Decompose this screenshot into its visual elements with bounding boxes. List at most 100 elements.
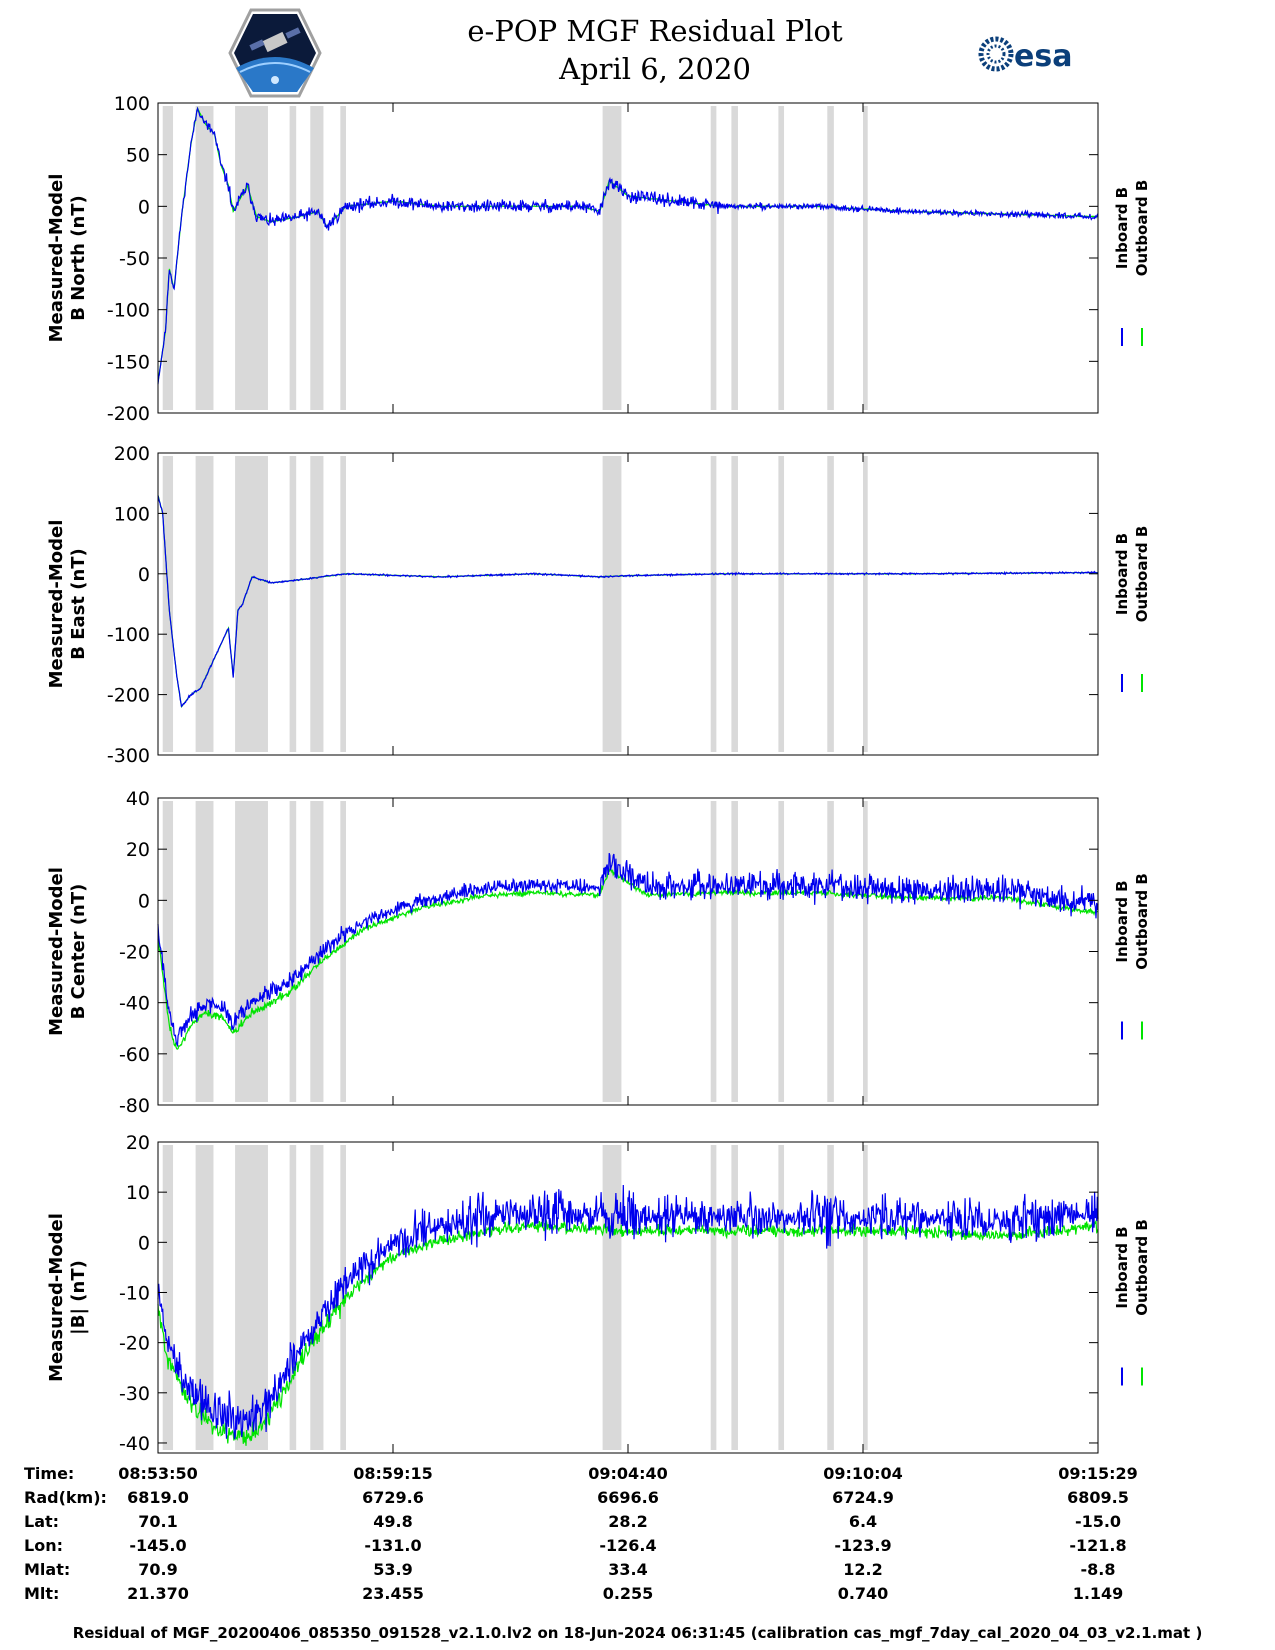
- panel-magnitude: 20 10 0 -10 -20 -30 -40 Measured-Model|B| (nT) I…: [46, 1132, 1151, 1455]
- info-value: 28.2: [608, 1512, 647, 1531]
- info-value: 6809.5: [1067, 1488, 1129, 1507]
- shaded-interval: [289, 106, 297, 410]
- y-tick-label: 10: [126, 1182, 150, 1204]
- shaded-interval: [289, 801, 297, 1102]
- shaded-interval: [710, 1145, 717, 1450]
- series-line-inboard: [157, 853, 1099, 1048]
- shaded-interval: [195, 801, 214, 1102]
- y-tick-label: 50: [126, 145, 150, 167]
- shaded-interval: [827, 106, 834, 410]
- legend-label-inboard: Inboard B: [1113, 187, 1131, 269]
- shaded-interval: [863, 106, 868, 410]
- y-tick-label: 40: [126, 788, 150, 810]
- info-value: 70.1: [138, 1512, 177, 1531]
- y-axis-label-line: B East (nT): [68, 548, 89, 660]
- info-value: -123.9: [834, 1536, 891, 1555]
- shaded-interval: [195, 106, 214, 410]
- info-value: 6729.6: [362, 1488, 424, 1507]
- shaded-interval: [235, 801, 268, 1102]
- y-tick-label: 0: [138, 890, 150, 912]
- info-value: 12.2: [843, 1560, 882, 1579]
- y-tick-label: 20: [126, 1132, 150, 1154]
- shaded-interval: [310, 106, 324, 410]
- shaded-interval: [340, 801, 346, 1102]
- shaded-interval: [863, 801, 868, 1102]
- info-value: 21.370: [127, 1584, 189, 1603]
- plot-area: [158, 798, 1098, 1105]
- shaded-interval: [731, 1145, 738, 1450]
- y-axis-label-line: Measured-Model: [46, 1213, 67, 1382]
- esa-logo-text: esa: [1014, 39, 1072, 74]
- shaded-interval: [710, 456, 717, 752]
- shaded-interval: [602, 1145, 622, 1450]
- y-tick-label: 100: [114, 503, 150, 525]
- shaded-interval: [235, 1145, 268, 1450]
- shaded-interval: [310, 1145, 324, 1450]
- shaded-interval: [827, 801, 834, 1102]
- y-tick-label: 0: [138, 1232, 150, 1254]
- y-tick-label: -150: [107, 351, 150, 373]
- shaded-interval: [778, 106, 785, 410]
- y-tick-label: 0: [138, 196, 150, 218]
- shaded-interval: [778, 1145, 785, 1450]
- info-value: 49.8: [373, 1512, 412, 1531]
- cassiope-logo-icon: [228, 8, 322, 98]
- legend-label-inboard: Inboard B: [1113, 1226, 1131, 1308]
- y-tick-label: -20: [119, 942, 150, 964]
- y-tick-label: 20: [126, 839, 150, 861]
- info-value: 53.9: [373, 1560, 412, 1579]
- shaded-interval: [778, 456, 785, 752]
- shaded-interval: [162, 106, 174, 410]
- shaded-interval: [710, 106, 717, 410]
- legend: Inboard B Outboard B: [1113, 1219, 1151, 1386]
- shaded-interval: [310, 801, 324, 1102]
- shaded-interval: [340, 106, 346, 410]
- y-tick-label: 0: [138, 564, 150, 586]
- y-axis-label-line: |B| (nT): [68, 1260, 89, 1335]
- y-tick-label: -10: [119, 1282, 150, 1304]
- info-value: 6696.6: [597, 1488, 659, 1507]
- plot-area: [158, 1142, 1098, 1453]
- info-value: -15.0: [1075, 1512, 1121, 1531]
- y-tick-label: -300: [107, 745, 150, 767]
- panel-east: 200 100 0 -100 -200 -300 Measured-ModelB East …: [46, 443, 1151, 767]
- y-tick-label: -20: [119, 1333, 150, 1355]
- info-row-label: Rad(km):: [24, 1488, 107, 1507]
- info-value: -126.4: [599, 1536, 656, 1555]
- shaded-interval: [863, 456, 868, 752]
- y-tick-label: 100: [114, 93, 150, 115]
- info-row-label: Lat:: [24, 1512, 59, 1531]
- info-value: -121.8: [1069, 1536, 1126, 1555]
- esa-logo-icon: esa: [978, 36, 1072, 74]
- legend: Inboard B Outboard B: [1113, 180, 1151, 346]
- info-value: 0.255: [603, 1584, 654, 1603]
- shaded-interval: [731, 801, 738, 1102]
- legend-label-inboard: Inboard B: [1113, 533, 1131, 615]
- info-row-label: Lon:: [24, 1536, 63, 1555]
- shaded-interval: [827, 1145, 834, 1450]
- info-row-label: Mlt:: [24, 1584, 59, 1603]
- panel-north: 100 50 0 -50 -100 -150 -200 Measured-ModelB Nor…: [46, 93, 1151, 425]
- y-axis-label: Measured-ModelB East (nT): [46, 520, 89, 689]
- panel-center: 40 20 0 -20 -40 -60 -80 Measured-ModelB Center …: [46, 788, 1151, 1117]
- shaded-interval: [731, 106, 738, 410]
- info-value: -145.0: [129, 1536, 186, 1555]
- shaded-interval: [235, 106, 268, 410]
- shaded-interval: [863, 1145, 868, 1450]
- legend-label-outboard: Outboard B: [1133, 873, 1151, 970]
- info-value: 09:04:40: [588, 1464, 668, 1483]
- y-axis-label: Measured-ModelB Center (nT): [46, 867, 89, 1036]
- shaded-interval: [602, 106, 622, 410]
- info-value: 1.149: [1073, 1584, 1124, 1603]
- series-line-outboard: [157, 1219, 1099, 1446]
- plot-area: [158, 103, 1098, 413]
- y-tick-label: -40: [119, 993, 150, 1015]
- y-tick-label: -100: [107, 624, 150, 646]
- y-tick-label: -50: [119, 248, 150, 270]
- series-line-inboard: [157, 1184, 1099, 1440]
- y-axis-label-line: Measured-Model: [46, 520, 67, 689]
- info-value: 33.4: [608, 1560, 647, 1579]
- shaded-interval: [602, 801, 622, 1102]
- shaded-interval: [195, 456, 214, 752]
